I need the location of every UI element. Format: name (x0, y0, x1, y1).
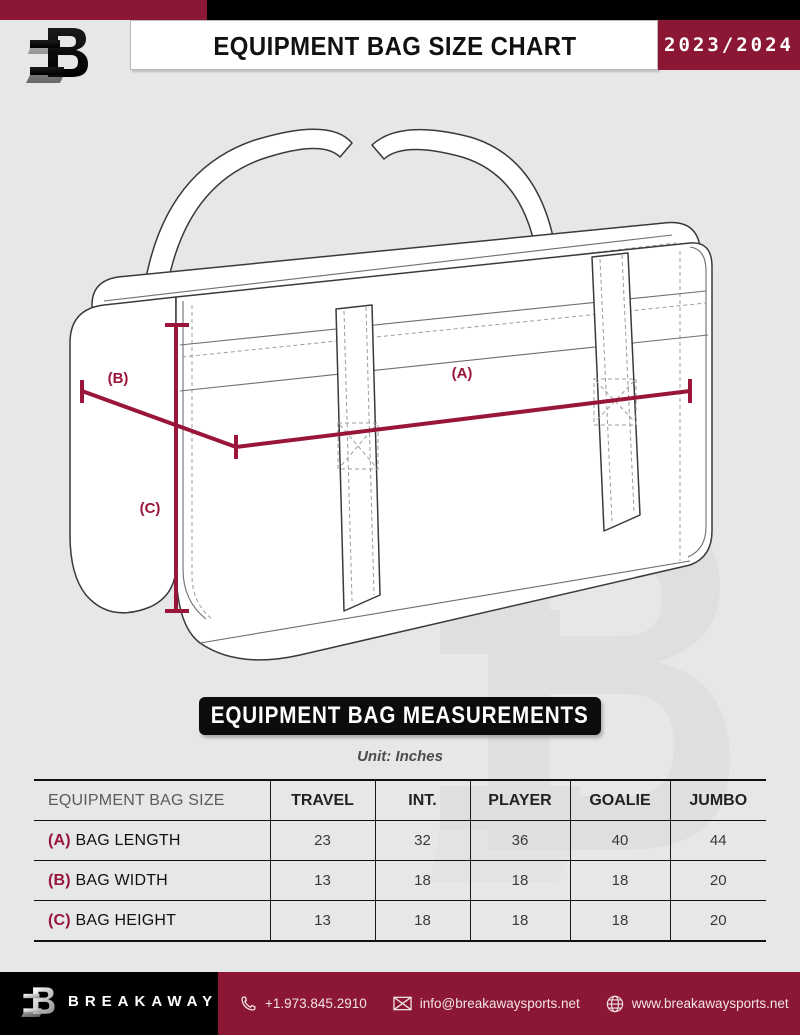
contact-phone[interactable]: +1.973.845.2910 (240, 995, 367, 1012)
footer-contacts: +1.973.845.2910 info@breakawaysports.net (240, 972, 789, 1035)
cell-length-int: 32 (374, 820, 471, 861)
row-text-bag-length: BAG LENGTH (75, 831, 181, 849)
measurements-banner: EQUIPMENT BAG MEASUREMENTS (199, 697, 601, 735)
dimension-label-a: (A) (452, 365, 473, 382)
cell-height-jumbo: 20 (669, 900, 766, 942)
row-label-bag-length: (A) BAG LENGTH (34, 820, 271, 861)
season-badge: 2023/2024 (658, 20, 800, 70)
contact-email-text: info@breakawaysports.net (419, 996, 580, 1011)
cell-height-int: 18 (374, 900, 471, 942)
contact-email[interactable]: info@breakawaysports.net (393, 996, 580, 1011)
cell-width-goalie: 18 (569, 860, 671, 901)
footer-brand-name: BREAKAWAY (68, 993, 219, 1010)
row-tag-c: (C) (48, 911, 71, 929)
measurements-table: EQUIPMENT BAG SIZE TRAVEL INT. PLAYER GO… (34, 779, 766, 942)
cell-width-player: 18 (469, 860, 571, 901)
footer-breakaway-b-logo-icon (18, 984, 60, 1022)
page-footer: BREAKAWAY +1.973.845.2910 info@break (0, 972, 800, 1035)
cell-width-travel: 13 (269, 860, 376, 901)
dimension-label-c: (C) (140, 500, 161, 517)
row-tag-b: (B) (48, 871, 71, 889)
cell-length-goalie: 40 (569, 820, 671, 861)
cell-length-travel: 23 (269, 820, 376, 861)
measurements-banner-title: EQUIPMENT BAG MEASUREMENTS (211, 702, 589, 729)
contact-website-text: www.breakawaysports.net (631, 996, 789, 1011)
table-row: (B) BAG WIDTH 13 18 18 18 20 (34, 860, 766, 901)
globe-icon (606, 995, 624, 1013)
row-text-bag-height: BAG HEIGHT (75, 911, 177, 929)
page-title: EQUIPMENT BAG SIZE CHART (213, 30, 577, 61)
table-row: (C) BAG HEIGHT 13 18 18 18 20 (34, 900, 766, 942)
column-header-travel: TRAVEL (269, 779, 376, 821)
row-label-bag-height: (C) BAG HEIGHT (34, 900, 271, 942)
column-header-jumbo: JUMBO (669, 779, 766, 821)
row-label-bag-width: (B) BAG WIDTH (34, 860, 271, 901)
cell-height-player: 18 (469, 900, 571, 942)
cell-width-jumbo: 20 (669, 860, 766, 901)
envelope-icon (393, 996, 412, 1011)
unit-note: Unit: Inches (357, 748, 443, 765)
column-header-size: EQUIPMENT BAG SIZE (34, 779, 271, 821)
column-header-goalie: GOALIE (569, 779, 671, 821)
column-header-int: INT. (374, 779, 471, 821)
bag-illustration: .ln{fill:#ffffff;stroke:#3a3a3a;stroke-w… (0, 95, 800, 675)
dimension-label-b: (B) (108, 370, 129, 387)
title-plate: EQUIPMENT BAG SIZE CHART (130, 20, 658, 70)
cell-width-int: 18 (374, 860, 471, 901)
cell-length-player: 36 (469, 820, 571, 861)
contact-website[interactable]: www.breakawaysports.net (606, 995, 789, 1013)
column-header-player: PLAYER (469, 779, 571, 821)
cell-height-travel: 13 (269, 900, 376, 942)
contact-phone-text: +1.973.845.2910 (265, 996, 367, 1011)
top-maroon-bar (0, 0, 207, 20)
table-row: (A) BAG LENGTH 23 32 36 40 44 (34, 820, 766, 861)
cell-length-jumbo: 44 (669, 820, 766, 861)
row-text-bag-width: BAG WIDTH (75, 871, 168, 889)
row-tag-a: (A) (48, 831, 71, 849)
page-header: EQUIPMENT BAG SIZE CHART 2023/2024 (0, 20, 800, 72)
phone-icon (240, 995, 257, 1012)
cell-height-goalie: 18 (569, 900, 671, 942)
table-header-row: EQUIPMENT BAG SIZE TRAVEL INT. PLAYER GO… (34, 779, 766, 821)
breakaway-b-logo-icon (20, 22, 98, 92)
